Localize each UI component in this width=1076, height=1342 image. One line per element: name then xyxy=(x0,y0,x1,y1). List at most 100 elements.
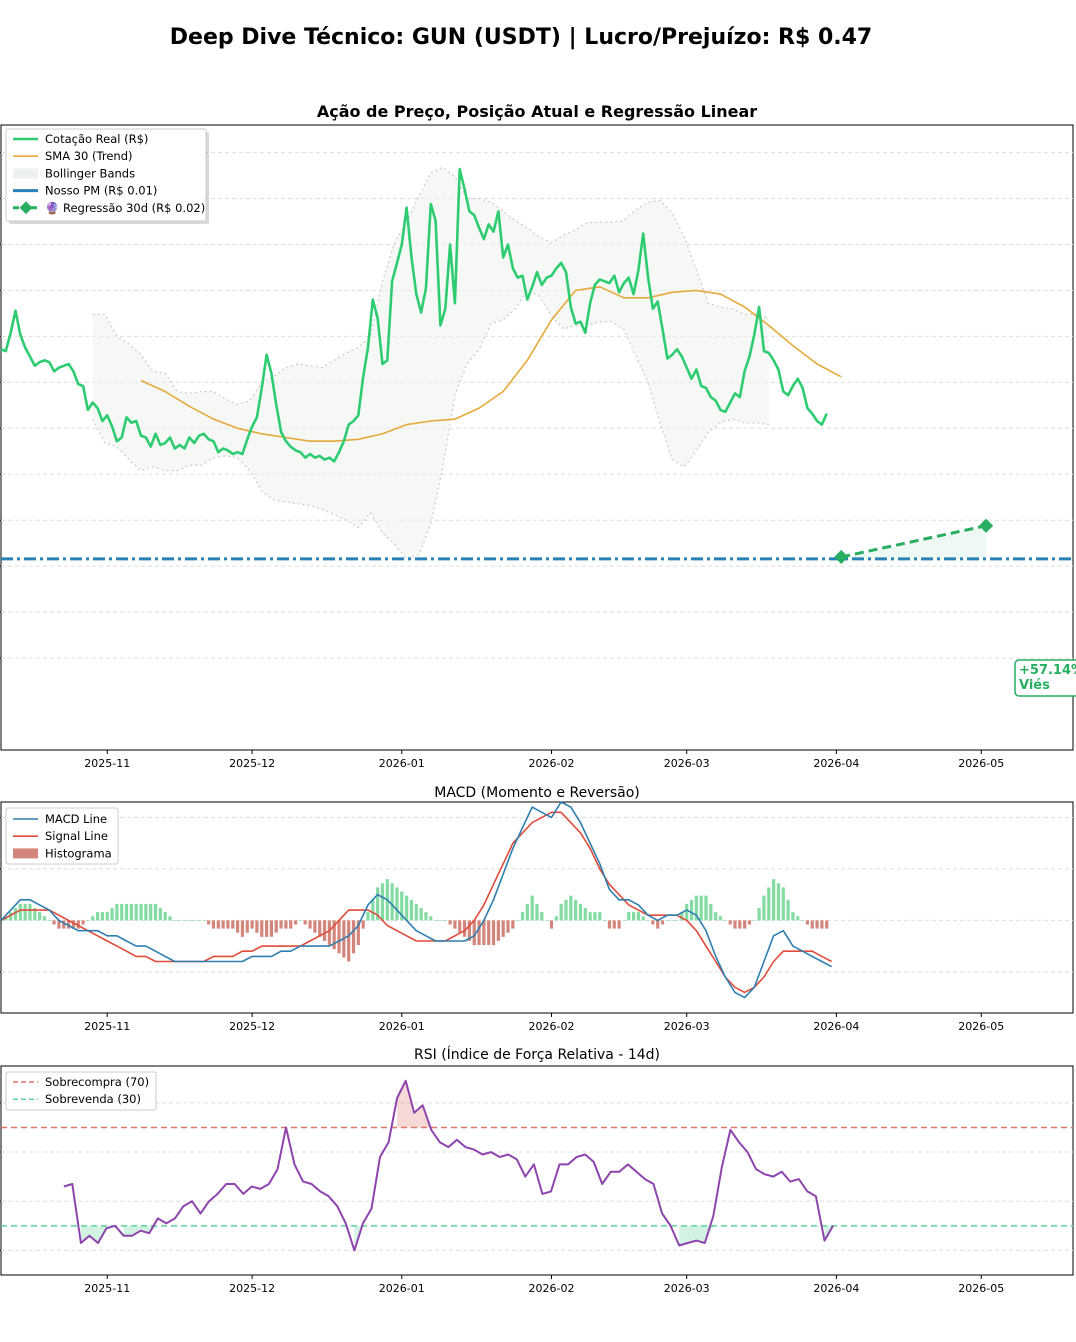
histogram-bar xyxy=(709,903,713,921)
histogram-bar xyxy=(796,916,800,921)
histogram-bar xyxy=(120,903,124,921)
legend-box xyxy=(5,128,207,222)
x-tick-label: 2025-12 xyxy=(229,757,275,770)
histogram-bar xyxy=(781,887,785,921)
histogram-bar xyxy=(327,920,331,946)
histogram-bar xyxy=(448,920,452,925)
histogram-bar xyxy=(284,920,288,929)
price-axes-frame xyxy=(0,124,1074,751)
histogram-bar xyxy=(607,920,612,929)
legend-label: Cotação Real (R$) xyxy=(45,132,148,146)
histogram-bar xyxy=(260,920,264,937)
histogram-bar xyxy=(453,920,457,929)
histogram-bar xyxy=(545,920,549,921)
histogram-bar xyxy=(472,920,476,946)
histogram-bar xyxy=(733,920,737,929)
histogram-bar xyxy=(356,920,360,946)
histogram-bar xyxy=(747,920,752,925)
legend-label: SMA 30 (Trend) xyxy=(45,149,132,163)
histogram-bar xyxy=(718,916,723,921)
histogram-bar xyxy=(825,920,829,929)
histogram-bar xyxy=(419,908,423,921)
histogram-bar xyxy=(791,912,795,921)
annotation-text: +57.14%Viés xyxy=(1019,663,1076,693)
histogram-bar xyxy=(762,895,766,921)
histogram-bar xyxy=(18,903,22,921)
histogram-bar xyxy=(617,920,621,929)
rsi-line xyxy=(63,1079,834,1252)
histogram-bar xyxy=(207,920,211,925)
histogram-bar xyxy=(680,912,684,921)
histogram-bar xyxy=(91,916,95,921)
histogram-bar xyxy=(129,903,133,921)
histogram-bar xyxy=(216,920,220,929)
figure-title: Deep Dive Técnico: GUN (USDT) | Lucro/Pr… xyxy=(170,25,872,50)
histogram-bar xyxy=(704,895,708,921)
histogram-bar xyxy=(656,920,660,929)
bollinger-lower xyxy=(92,289,769,560)
histogram-bar xyxy=(28,903,32,921)
rsi-panel-title: RSI (Índice de Força Relativa - 14d) xyxy=(414,1046,660,1063)
histogram-bar xyxy=(467,920,471,941)
histogram-bar xyxy=(675,920,679,921)
x-tick-label: 2026-04 xyxy=(813,1282,859,1295)
bollinger-fill xyxy=(92,167,769,559)
histogram-bar xyxy=(714,912,718,921)
histogram-bar xyxy=(433,920,438,921)
histogram-bar xyxy=(211,920,216,929)
rsi-grid xyxy=(0,1102,1073,1251)
histogram-bar xyxy=(699,895,703,921)
histogram-bar xyxy=(612,920,616,929)
x-tick-label: 2026-03 xyxy=(664,757,710,770)
histogram-bar xyxy=(134,903,138,921)
histogram-bar xyxy=(487,920,491,946)
histogram-bar xyxy=(245,920,249,933)
annotation-line: +57.14% xyxy=(1019,663,1076,678)
histogram-bar xyxy=(149,903,153,921)
histogram-bar xyxy=(588,912,592,921)
oversold-fill xyxy=(80,1225,116,1244)
histogram-bar xyxy=(95,912,100,921)
histogram-bar xyxy=(231,920,235,929)
histogram-bar xyxy=(71,920,76,929)
macd-panel: MACD (Momento e Reversão) 2025-11 2025-12… xyxy=(0,785,1074,1033)
legend-label: Sobrecompra (70) xyxy=(45,1075,149,1089)
histogram-bar xyxy=(52,920,56,925)
annotation-line: Viés xyxy=(1019,678,1050,693)
histogram-bar xyxy=(293,920,298,925)
histogram-bar xyxy=(554,916,558,921)
histogram-bar xyxy=(670,920,674,921)
histogram-bar xyxy=(583,908,587,921)
histogram-bar xyxy=(192,920,196,921)
histogram-bar xyxy=(115,903,119,921)
histogram-bar xyxy=(593,912,597,921)
histogram-bar xyxy=(269,920,274,937)
rsi-axes-frame xyxy=(0,1065,1074,1276)
histogram-bar xyxy=(622,920,626,921)
macd-lines xyxy=(0,801,832,999)
legend-swatch-marker xyxy=(19,201,33,215)
histogram-bar xyxy=(376,887,380,921)
x-tick-label: 2025-11 xyxy=(84,1020,130,1033)
histogram-bar xyxy=(805,920,810,925)
histogram-bar xyxy=(776,883,781,921)
histogram-bar xyxy=(752,920,756,921)
histogram-bar xyxy=(627,912,631,921)
histogram-bar xyxy=(574,899,578,921)
histogram-bar xyxy=(110,908,114,921)
histogram-bar xyxy=(516,920,520,921)
regression-line xyxy=(840,524,987,559)
rsi-panel: RSI (Índice de Força Relativa - 14d) 202… xyxy=(0,1046,1074,1295)
histogram-bar xyxy=(438,920,443,921)
histogram-bar xyxy=(549,920,554,929)
histogram-bar xyxy=(786,899,790,921)
x-tick-label: 2026-02 xyxy=(529,1282,575,1295)
histogram-bar xyxy=(390,883,394,921)
histogram-bar xyxy=(264,920,269,937)
histogram-bar xyxy=(598,912,602,921)
legend-label: Histograma xyxy=(45,846,112,860)
histogram-bar xyxy=(723,920,727,921)
legend-label: 🔮 Regressão 30d (R$ 0.02) xyxy=(45,201,205,215)
histogram-bar xyxy=(361,920,365,929)
histogram-bar xyxy=(274,920,278,933)
